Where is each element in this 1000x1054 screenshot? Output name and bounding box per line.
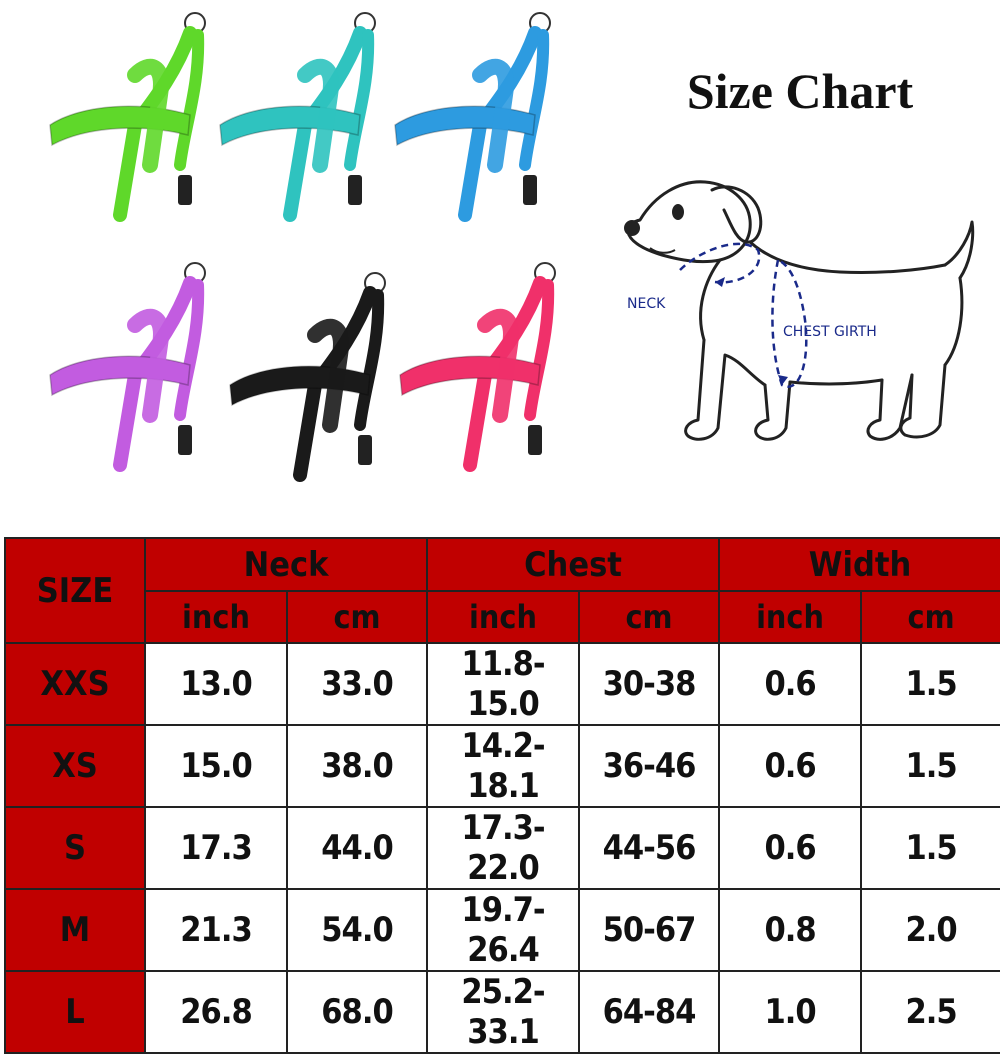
neck-label: NECK (627, 296, 666, 312)
value-cell: 26.8 (144, 970, 288, 1054)
strap (127, 58, 169, 173)
size-cell: M (4, 888, 146, 972)
value-cell: 36-46 (578, 724, 721, 808)
value-cell: 1.5 (860, 806, 1000, 890)
strap (472, 58, 514, 173)
strap (174, 279, 205, 421)
unit-header: inch (144, 590, 288, 644)
strap (399, 355, 541, 397)
size-cell: XXS (4, 642, 146, 726)
strap (477, 308, 519, 423)
buckle-icon (178, 425, 192, 455)
value-cell: 11.8-15.0 (426, 642, 581, 726)
value-cell: 54.0 (285, 888, 429, 972)
table-row: S 17.3 44.0 17.3-22.0 44-56 0.6 1.5 (4, 806, 1000, 890)
value-cell: 14.2-18.1 (426, 724, 581, 808)
buckle-icon (348, 175, 362, 205)
group-header-chest: Chest (426, 537, 721, 592)
value-cell: 17.3 (144, 806, 288, 890)
size-table: SIZE Neck Chest Width inch cm inch cm in… (4, 537, 1000, 1054)
size-cell: S (4, 806, 146, 890)
strap (127, 308, 169, 423)
purple-harness (49, 262, 206, 472)
strap (49, 355, 191, 397)
strap (219, 105, 361, 147)
buckle-icon (528, 425, 542, 455)
unit-header: cm (285, 590, 429, 644)
strap (524, 279, 555, 421)
value-cell: 1.5 (860, 724, 1000, 808)
size-cell: L (4, 970, 146, 1054)
value-cell: 0.6 (718, 724, 863, 808)
strap (229, 365, 371, 407)
chest-girth-label: CHEST GIRTH (783, 324, 877, 340)
value-cell: 1.5 (860, 642, 1000, 726)
value-cell: 0.8 (718, 888, 863, 972)
value-cell: 0.6 (718, 806, 863, 890)
teal-harness (219, 12, 376, 222)
group-header-width: Width (718, 537, 1000, 592)
blue-harness (394, 12, 551, 222)
value-cell: 19.7-26.4 (426, 888, 581, 972)
value-cell: 2.5 (860, 970, 1000, 1054)
unit-header: inch (718, 590, 863, 644)
value-cell: 2.0 (860, 888, 1000, 972)
size-header: SIZE (4, 537, 146, 644)
value-cell: 21.3 (144, 888, 288, 972)
group-header-neck: Neck (143, 537, 429, 592)
strap (307, 318, 349, 433)
dog-measurement-diagram: NECK CHEST GIRTH (624, 180, 975, 441)
unit-header: cm (860, 590, 1000, 644)
buckle-icon (523, 175, 537, 205)
strap (354, 289, 385, 431)
value-cell: 17.3-22.0 (426, 806, 581, 890)
value-cell: 38.0 (285, 724, 429, 808)
page-title: Size Chart (686, 63, 914, 119)
unit-header: inch (426, 590, 581, 644)
pink-harness (399, 262, 556, 472)
buckle-icon (178, 175, 192, 205)
value-cell: 25.2-33.1 (426, 970, 581, 1054)
black-harness (229, 272, 386, 482)
value-cell: 15.0 (144, 724, 288, 808)
value-cell: 50-67 (578, 888, 721, 972)
value-cell: 64-84 (578, 970, 721, 1054)
table-row: XXS 13.0 33.0 11.8-15.0 30-38 0.6 1.5 (4, 642, 1000, 726)
strap (519, 29, 550, 171)
unit-header: cm (578, 590, 721, 644)
strap (344, 29, 375, 171)
strap (174, 29, 205, 171)
green-harness (49, 12, 206, 222)
table-row: M 21.3 54.0 19.7-26.4 50-67 0.8 2.0 (4, 888, 1000, 972)
value-cell: 30-38 (578, 642, 721, 726)
size-cell: XS (4, 724, 146, 808)
value-cell: 13.0 (144, 642, 288, 726)
value-cell: 33.0 (285, 642, 429, 726)
strap (394, 105, 536, 147)
value-cell: 44-56 (578, 806, 721, 890)
table-row: L 26.8 68.0 25.2-33.1 64-84 1.0 2.5 (4, 970, 1000, 1054)
table-row: XS 15.0 38.0 14.2-18.1 36-46 0.6 1.5 (4, 724, 1000, 808)
buckle-icon (358, 435, 372, 465)
value-cell: 1.0 (718, 970, 863, 1054)
strap (297, 58, 339, 173)
value-cell: 0.6 (718, 642, 863, 726)
strap (49, 105, 191, 147)
value-cell: 44.0 (285, 806, 429, 890)
value-cell: 68.0 (285, 970, 429, 1054)
